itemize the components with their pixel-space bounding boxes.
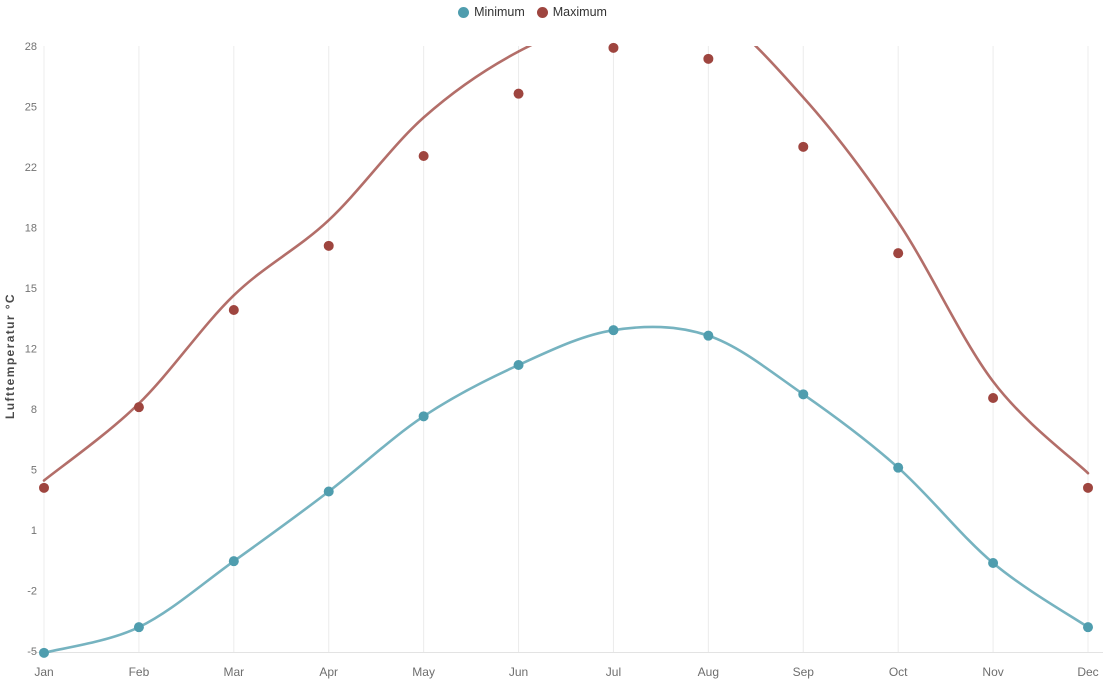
chart-legend: Minimum Maximum — [0, 5, 1110, 20]
maximum-marker — [418, 151, 429, 161]
minimum-marker — [323, 486, 334, 497]
y-tick-label: 15 — [25, 283, 37, 295]
x-tick-label: Oct — [889, 665, 908, 679]
y-tick-label: 22 — [25, 162, 37, 174]
x-tick-label: Nov — [982, 665, 1003, 679]
maximum-marker — [39, 482, 49, 493]
x-tick-label: Jun — [509, 665, 528, 679]
maximum-marker — [323, 240, 334, 251]
y-tick-label: -2 — [27, 586, 37, 598]
maximum-marker — [988, 393, 999, 403]
maximum-marker — [893, 248, 904, 259]
maximum-marker — [1083, 482, 1093, 493]
maximum-marker — [608, 42, 619, 53]
x-tick-label: Apr — [319, 665, 338, 679]
maximum-marker — [703, 53, 714, 64]
legend-item-maximum[interactable]: Maximum — [536, 5, 607, 20]
minimum-marker — [1083, 622, 1093, 633]
y-tick-label: 5 — [31, 465, 37, 477]
y-tick-label: 1 — [31, 525, 37, 537]
y-tick-label: 28 — [25, 41, 37, 53]
x-tick-label: Jan — [34, 665, 53, 679]
x-tick-label: Aug — [698, 665, 719, 679]
minimum-marker — [703, 330, 714, 341]
minimum-marker — [798, 389, 809, 400]
minimum-marker — [608, 325, 619, 336]
maximum-line — [42, 46, 1090, 482]
x-tick-label: Sep — [793, 665, 815, 679]
x-tick-label: Jul — [606, 665, 621, 679]
minimum-marker — [133, 622, 144, 633]
y-tick-label: 8 — [31, 404, 37, 416]
y-tick-label: 12 — [25, 344, 37, 356]
minimum-legend-marker-icon — [458, 7, 470, 18]
minimum-marker — [988, 558, 999, 568]
legend-item-minimum[interactable]: Minimum — [458, 5, 525, 20]
maximum-marker — [133, 402, 144, 413]
x-tick-label: Mar — [223, 665, 244, 679]
minimum-marker — [418, 411, 429, 422]
y-tick-label: 18 — [25, 223, 37, 235]
x-tick-label: Dec — [1077, 665, 1098, 679]
legend-label-maximum: Maximum — [552, 5, 607, 19]
maximum-marker — [228, 305, 239, 315]
x-tick-label: Feb — [129, 665, 150, 679]
minimum-marker — [39, 647, 49, 658]
x-tick-label: May — [412, 665, 435, 679]
maximum-marker — [513, 88, 524, 99]
maximum-marker — [798, 141, 809, 152]
y-tick-label: -5 — [27, 646, 37, 658]
minimum-marker — [228, 556, 239, 567]
minimum-line — [42, 325, 1090, 655]
y-tick-label: 25 — [25, 102, 37, 114]
minimum-marker — [893, 462, 904, 473]
maximum-legend-marker-icon — [536, 7, 548, 18]
legend-label-minimum: Minimum — [474, 5, 525, 19]
minimum-marker — [513, 360, 524, 370]
